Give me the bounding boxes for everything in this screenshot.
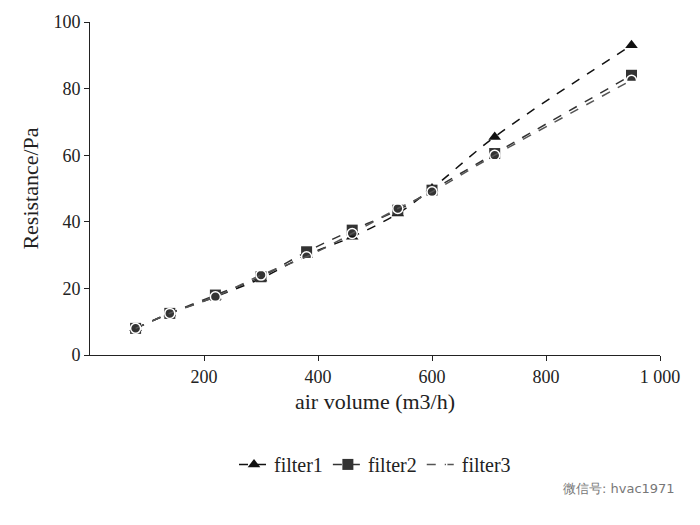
svg-text:40: 40 <box>62 212 80 232</box>
svg-text:100: 100 <box>53 12 80 32</box>
svg-text:Resistance/Pa: Resistance/Pa <box>18 127 43 249</box>
svg-text:600: 600 <box>419 367 446 387</box>
svg-text:微信号: hvac1971: 微信号: hvac1971 <box>563 481 675 496</box>
svg-text:400: 400 <box>305 367 332 387</box>
svg-text:filter1: filter1 <box>274 454 323 476</box>
svg-text:800: 800 <box>533 367 560 387</box>
svg-text:filter3: filter3 <box>462 454 511 476</box>
svg-text:filter2: filter2 <box>368 454 417 476</box>
svg-text:20: 20 <box>62 279 80 299</box>
svg-text:air volume (m3/h): air volume (m3/h) <box>295 389 455 414</box>
svg-text:60: 60 <box>62 146 80 166</box>
svg-text:1 000: 1 000 <box>640 367 681 387</box>
svg-text:80: 80 <box>62 79 80 99</box>
svg-text:0: 0 <box>71 345 80 365</box>
svg-text:200: 200 <box>191 367 218 387</box>
